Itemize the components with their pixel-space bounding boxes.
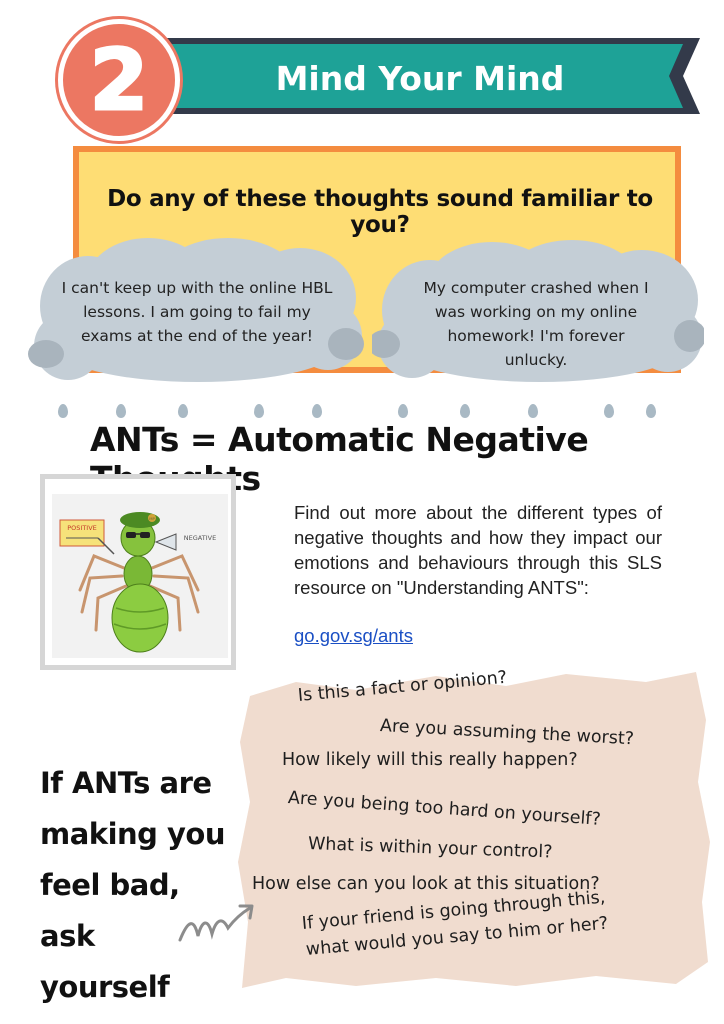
squiggle-arrow-icon [178,904,254,942]
prompt-line: making you [40,817,226,851]
title-banner [135,38,700,114]
questions-paper [238,672,710,988]
rain-drop [604,404,614,418]
prompt-line: yourself [40,970,170,1004]
rain-drop [254,404,264,418]
rain-drop [312,404,322,418]
thought-text-right: My computer crashed when I was working o… [423,279,649,369]
question-look-at-situation: How else can you look at this situation? [252,874,600,894]
positive-sign-text: POSITIVE [67,524,97,532]
ants-info-text: Find out more about the different types … [294,502,662,598]
hat-badge-text: MP [149,516,155,521]
rain-drop [398,404,408,418]
familiar-question: Do any of these thoughts sound familiar … [107,186,653,238]
rain-drop [178,404,188,418]
thought-cloud-right [372,240,704,382]
ask-yourself-prompt: If ANTs are making you feel bad, ask you… [40,758,240,1013]
section-number: 2 [88,30,149,131]
prompt-line: If ANTs are [40,766,212,800]
page-title: Mind Your Mind [275,58,565,98]
thought-cloud-left [28,238,364,382]
thought-text-left: I can't keep up with the online HBL less… [61,279,333,345]
rain-drop [116,404,126,418]
negative-sign-text: NEGATIVE [184,534,216,542]
rain-drop [528,404,538,418]
rain-drop [460,404,470,418]
prompt-line: feel bad, ask [40,868,180,953]
rain-drop [646,404,656,418]
question-how-likely: How likely will this really happen? [282,750,578,770]
section-number-badge: 2 [58,19,180,141]
ant-soldier-illustration: POSITIVE MP NEGATIVE [59,512,216,653]
rain-drop [58,404,68,418]
ants-resource-link[interactable]: go.gov.sg/ants [294,625,413,646]
